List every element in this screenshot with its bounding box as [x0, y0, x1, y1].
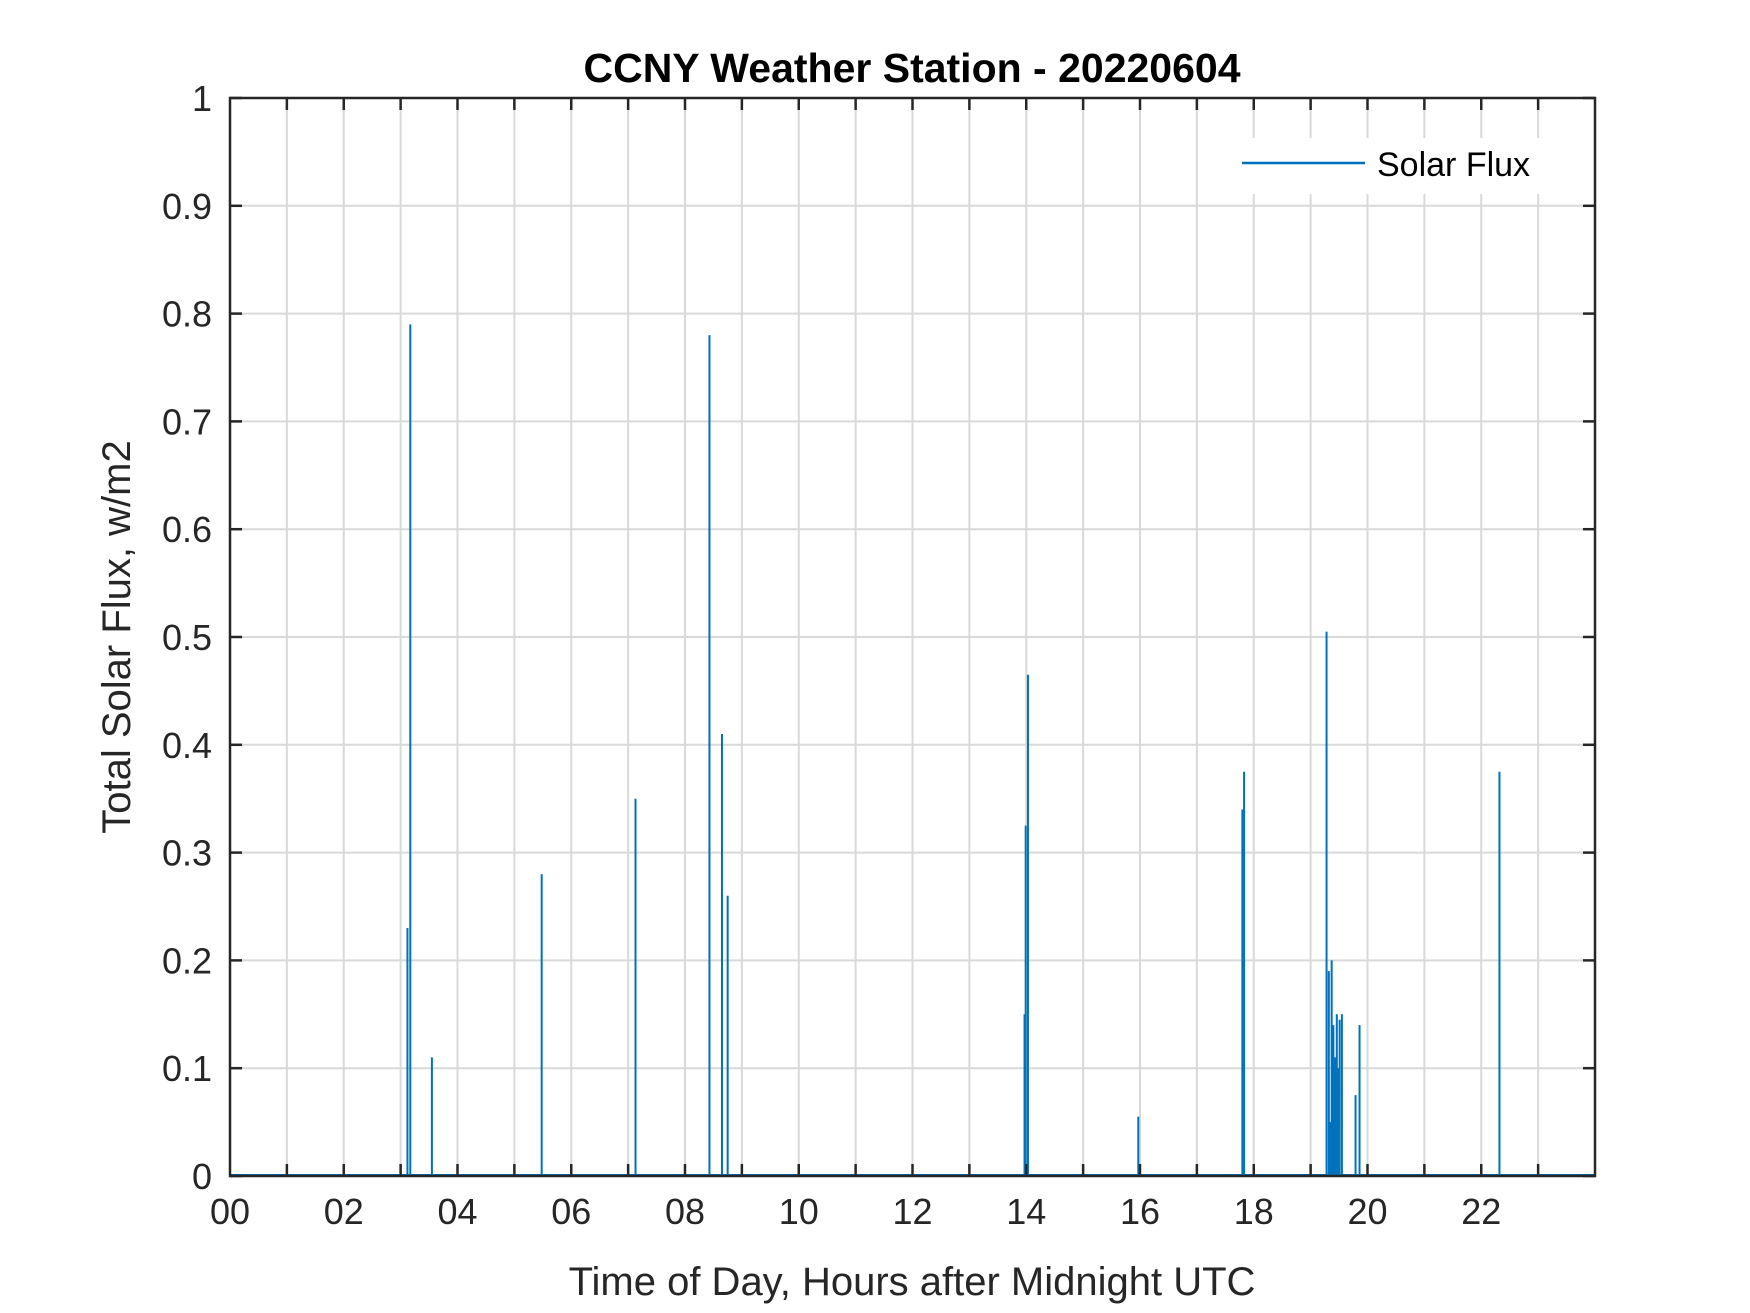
x-tick-label: 10	[779, 1191, 819, 1232]
x-tick-label: 06	[551, 1191, 591, 1232]
legend-box	[1230, 138, 1560, 194]
x-tick-label: 00	[210, 1191, 250, 1232]
chart-title: CCNY Weather Station - 20220604	[583, 45, 1240, 91]
x-tick-label: 14	[1006, 1191, 1046, 1232]
axes: 00 02 04 06 08 10 12 14 16 18 20 22 0 0.1 0.2 0.3 0.4 0.5…	[162, 78, 1597, 1232]
x-tick-label: 04	[437, 1191, 477, 1232]
y-tick-label: 0.7	[162, 401, 212, 442]
y-tick-label: 0.5	[162, 617, 212, 658]
y-tick-label: 0.3	[162, 833, 212, 874]
grid	[230, 98, 1595, 1176]
y-tick-label: 0.1	[162, 1048, 212, 1089]
x-tick-label: 22	[1461, 1191, 1501, 1232]
legend: Solar Flux	[1230, 138, 1560, 194]
x-axis-label: Time of Day, Hours after Midnight UTC	[569, 1260, 1256, 1304]
y-tick-label: 0.6	[162, 509, 212, 550]
y-tick-label: 0.2	[162, 940, 212, 981]
x-tick-label: 02	[324, 1191, 364, 1232]
y-tick-label: 0.4	[162, 725, 212, 766]
y-tick-label: 1	[192, 78, 212, 119]
x-tick-label: 18	[1234, 1191, 1274, 1232]
y-tick-label: 0	[192, 1156, 212, 1197]
y-tick-label: 0.9	[162, 186, 212, 227]
legend-label-solar-flux: Solar Flux	[1377, 146, 1530, 184]
x-tick-label: 16	[1120, 1191, 1160, 1232]
x-tick-label: 08	[665, 1191, 705, 1232]
y-tick-label: 0.8	[162, 294, 212, 335]
x-tick-label: 20	[1347, 1191, 1387, 1232]
x-tick-label: 12	[892, 1191, 932, 1232]
y-axis-label: Total Solar Flux, w/m2	[95, 440, 139, 833]
